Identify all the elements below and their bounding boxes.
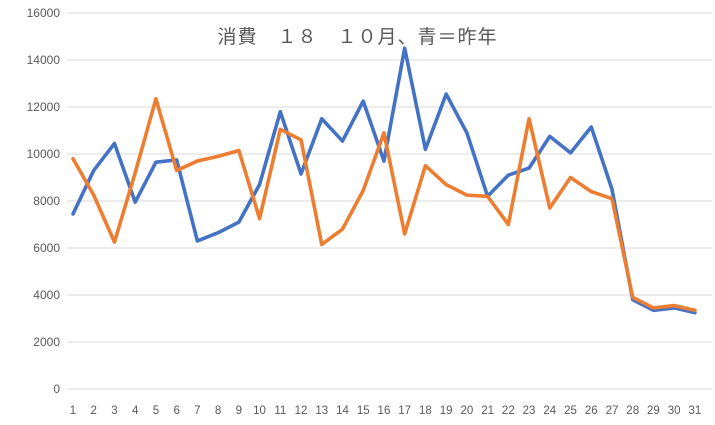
y-tick-10000: 10000 <box>27 147 61 161</box>
x-tick-23: 23 <box>523 405 536 417</box>
x-tick-1: 1 <box>70 405 76 417</box>
x-tick-21: 21 <box>481 405 494 417</box>
x-tick-10: 10 <box>253 405 266 417</box>
x-tick-31: 31 <box>689 405 702 417</box>
x-tick-11: 11 <box>274 405 286 417</box>
x-tick-12: 12 <box>295 405 308 417</box>
x-tick-5: 5 <box>153 405 159 417</box>
x-tick-26: 26 <box>585 405 598 417</box>
y-tick-0: 0 <box>53 382 60 396</box>
x-tick-6: 6 <box>173 405 179 417</box>
x-tick-18: 18 <box>419 405 432 417</box>
x-tick-8: 8 <box>215 405 221 417</box>
x-tick-20: 20 <box>460 405 473 417</box>
x-tick-19: 19 <box>440 405 453 417</box>
y-tick-4000: 4000 <box>33 288 60 302</box>
y-tick-16000: 16000 <box>27 6 61 20</box>
series-lines <box>71 46 697 315</box>
y-tick-2000: 2000 <box>33 335 60 349</box>
x-tick-29: 29 <box>647 405 660 417</box>
series-line-orange <box>71 96 697 313</box>
y-tick-12000: 12000 <box>27 100 61 114</box>
x-tick-13: 13 <box>315 405 328 417</box>
x-tick-24: 24 <box>543 405 556 417</box>
x-axis-tick-labels: 1 2 3 4 5 6 7 8 9 10 11 12 13 14 15 16 17 18 19 20 21 22 23 24 2… <box>70 405 702 417</box>
x-tick-4: 4 <box>132 405 139 417</box>
x-tick-28: 28 <box>626 405 639 417</box>
series-line-blue <box>71 46 697 315</box>
x-tick-17: 17 <box>398 405 411 417</box>
x-tick-27: 27 <box>606 405 619 417</box>
x-tick-3: 3 <box>111 405 117 417</box>
x-tick-9: 9 <box>236 405 242 417</box>
chart-title: 消費 １８ １０月、青＝昨年 <box>217 27 498 48</box>
y-tick-8000: 8000 <box>33 194 60 208</box>
x-tick-30: 30 <box>668 405 681 417</box>
x-tick-14: 14 <box>336 405 349 417</box>
x-tick-22: 22 <box>502 405 515 417</box>
x-tick-2: 2 <box>91 405 97 417</box>
x-tick-16: 16 <box>378 405 391 417</box>
x-tick-7: 7 <box>194 405 200 417</box>
y-axis-tick-labels: 0 2000 4000 6000 8000 10000 12000 14000 16000 <box>27 6 61 396</box>
y-tick-14000: 14000 <box>27 53 61 67</box>
x-tick-25: 25 <box>564 405 577 417</box>
x-tick-15: 15 <box>357 405 370 417</box>
y-tick-6000: 6000 <box>33 241 60 255</box>
